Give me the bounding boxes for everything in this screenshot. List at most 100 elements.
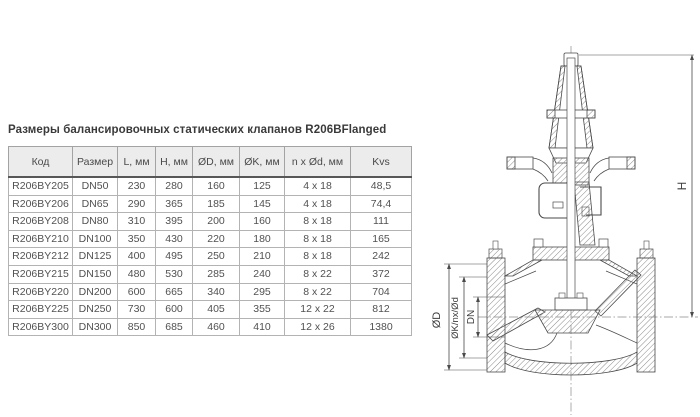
table-cell: DN150 [72, 264, 118, 284]
table-cell: R206BY220 [8, 282, 73, 302]
flange-bolt-right [639, 248, 654, 259]
table-cell: R206BY206 [8, 194, 73, 214]
table-cell: 290 [117, 194, 156, 214]
table-row: R206BY212 DN125 400 495 250 210 8 x 18 2… [8, 247, 412, 266]
table-cell: 185 [192, 194, 240, 214]
table-cell: 600 [155, 300, 193, 319]
table-cell: 180 [239, 229, 285, 249]
table-cell: DN100 [72, 229, 118, 249]
table-cell: 410 [239, 317, 285, 337]
table-cell: 405 [192, 300, 240, 319]
bracket-detail [581, 206, 590, 217]
table-cell: 530 [155, 264, 193, 284]
table-cell: 365 [155, 194, 193, 214]
table-cell: DN125 [72, 247, 118, 266]
table-row: R206BY220 DN200 600 665 340 295 8 x 22 7… [8, 282, 412, 302]
seat-block [534, 309, 601, 334]
table-cell: 665 [155, 282, 193, 302]
section-title-text: Размеры балансировочных статических клап… [8, 124, 342, 136]
label-od: ØD [431, 312, 443, 329]
flow-curve-left [504, 332, 558, 350]
table-cell: R206BY225 [8, 300, 73, 319]
table-cell: 48,5 [350, 176, 412, 196]
table-cell: R206BY210 [8, 229, 73, 249]
table-cell: 400 [117, 247, 156, 266]
header-row: Код Размер L, мм H, мм ØD, мм ØK, мм n x… [8, 146, 412, 178]
valve-stem [566, 57, 576, 303]
table-cell: 350 [117, 229, 156, 249]
label-h: H [675, 182, 689, 191]
table-cell: DN65 [72, 194, 118, 214]
table-cell: 850 [117, 317, 156, 337]
table-cell: 8 x 18 [284, 247, 351, 266]
table-cell: 210 [239, 247, 285, 266]
body-bottom-band [504, 351, 638, 376]
table-body: R206BY205 DN50 230 280 160 125 4 x 18 48… [8, 176, 412, 337]
table-cell: 8 x 22 [284, 264, 351, 284]
flow-curve-right [595, 324, 638, 344]
column-header: L, мм [117, 146, 156, 178]
table-cell: 495 [155, 247, 193, 266]
table-row: R206BY208 DN80 310 395 200 160 8 x 18 11… [8, 212, 412, 231]
yoke-arm-right-inner [593, 168, 610, 182]
table-row: R206BY225 DN250 730 600 405 355 12 x 22 … [8, 300, 412, 319]
column-header: ØD, мм [192, 146, 240, 178]
table-row: R206BY205 DN50 230 280 160 125 4 x 18 48… [8, 176, 412, 196]
flange-bolt-left-stud [492, 240, 499, 250]
column-header: Размер [72, 146, 118, 178]
table-cell: 730 [117, 300, 156, 319]
table-cell: 295 [239, 282, 285, 302]
table-cell: 12 x 26 [284, 317, 351, 337]
table-cell: DN50 [72, 176, 118, 196]
table-cell: 600 [117, 282, 156, 302]
table-cell: 285 [192, 264, 240, 284]
partition-right [594, 269, 642, 317]
table-row: R206BY210 DN100 350 430 220 180 8 x 18 1… [8, 229, 412, 249]
table-cell: DN300 [72, 317, 118, 337]
collar-hatch-right [586, 109, 596, 119]
table-cell: 355 [239, 300, 285, 319]
table-cell: R206BY208 [8, 212, 73, 231]
table-cell: 280 [155, 176, 193, 196]
table-cell: 8 x 18 [284, 229, 351, 249]
table-cell: 704 [350, 282, 412, 302]
table-cell: 242 [350, 247, 412, 266]
flange-bolt-left [488, 248, 503, 259]
flange-bolt-right-stud [643, 240, 650, 250]
yoke-plate-left-hatch [506, 156, 516, 170]
yoke-arm-left-inner [532, 168, 549, 182]
column-header: Код [8, 146, 73, 178]
label-ok: ØK/nx/Ød [450, 297, 461, 339]
table-cell: 460 [192, 317, 240, 337]
table-cell: 340 [192, 282, 240, 302]
table-cell: 372 [350, 264, 412, 284]
table-cell: R206BY212 [8, 247, 73, 266]
label-dn: DN [466, 310, 477, 324]
table-row: R206BY206 DN65 290 365 185 145 4 x 18 74… [8, 194, 412, 214]
table-cell: 250 [192, 247, 240, 266]
column-header: ØK, мм [239, 146, 285, 178]
plug [554, 297, 588, 311]
plug-bolt-right [576, 292, 584, 299]
table-cell: 4 x 18 [284, 176, 351, 196]
table-cell: 8 x 22 [284, 282, 351, 302]
table-cell: 430 [155, 229, 193, 249]
table-cell: 111 [350, 212, 412, 231]
column-header: H, мм [155, 146, 193, 178]
table-cell: 230 [117, 176, 156, 196]
column-header: Kvs [350, 146, 412, 178]
table-cell: 160 [192, 176, 240, 196]
table-cell: 480 [117, 264, 156, 284]
yoke-arm-left [532, 157, 553, 174]
table-cell: 310 [117, 212, 156, 231]
side-bracket [580, 186, 602, 216]
table-cell: 1380 [350, 317, 412, 337]
table-cell: 4 x 18 [284, 194, 351, 214]
table-cell: 160 [239, 212, 285, 231]
table-row: R206BY300 DN300 850 685 460 410 12 x 26 … [8, 317, 412, 337]
yoke-plate-right-hatch [626, 156, 636, 170]
table-cell: 165 [350, 229, 412, 249]
bonnet-stud-right [598, 238, 609, 248]
table-cell: 200 [192, 212, 240, 231]
body-flange-left [486, 257, 506, 373]
